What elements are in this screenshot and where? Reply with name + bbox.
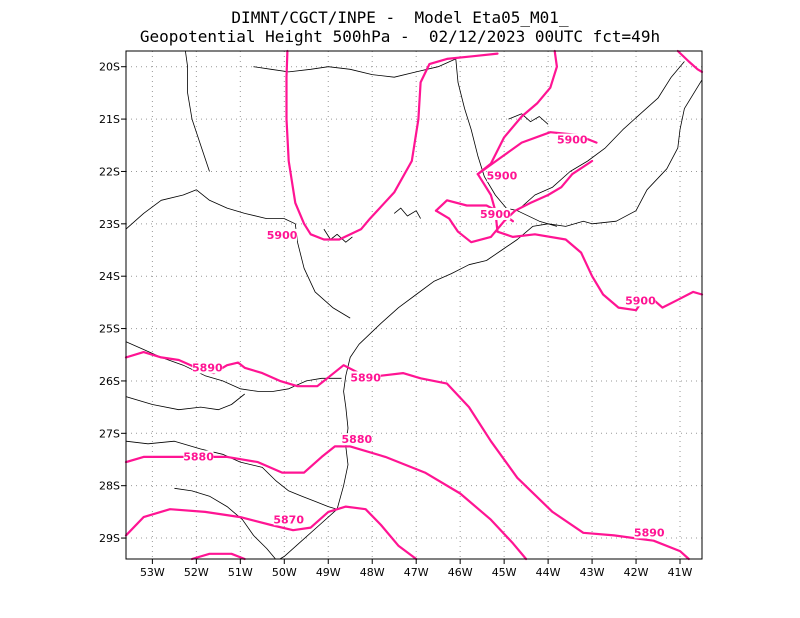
tick-label-lat: 29S (99, 532, 120, 545)
contour-label: 5890 (192, 361, 223, 374)
title-line-1: DIMNT/CGCT/INPE - Model Eta05_M01_ (231, 8, 569, 27)
contour-line (190, 552, 246, 561)
coastline-segment (125, 440, 338, 510)
contour-line (285, 49, 499, 241)
contour-label-bg (341, 433, 372, 446)
contour-line (476, 173, 704, 312)
tick-label-lat: 26S (99, 375, 120, 388)
coastline-segment (508, 113, 549, 125)
tick-label-lat: 28S (99, 480, 120, 493)
coastline-segment (517, 61, 685, 211)
tick-label-lon: 48W (360, 566, 385, 579)
contour-label: 5900 (267, 229, 298, 242)
tick-label-lon: 44W (536, 566, 561, 579)
contour-line (124, 505, 418, 561)
tick-label-lon: 53W (140, 566, 165, 579)
tick-label-lon: 52W (184, 566, 209, 579)
tick-label-lat: 22S (99, 165, 120, 178)
contour-label-bg (486, 169, 517, 182)
tick-label-lon: 51W (228, 566, 253, 579)
coastline-segment (323, 228, 353, 243)
tick-label-lat: 23S (99, 218, 120, 231)
title-line-2: Geopotential Height 500hPa - 02/12/2023 … (139, 27, 661, 46)
contour-label-bg (557, 133, 588, 146)
contour-label: 5880 (183, 450, 214, 463)
contour-label-bg (267, 228, 298, 241)
tick-label-lat: 25S (99, 323, 120, 336)
coastline-segment (253, 58, 456, 78)
tick-label-lon: 46W (448, 566, 473, 579)
tick-label-lat: 24S (99, 270, 120, 283)
coastline-segment (125, 189, 351, 319)
coastline-segment (393, 207, 421, 219)
contour-label: 5900 (487, 170, 518, 183)
contour-line (476, 49, 559, 176)
coastline-segment (279, 79, 703, 560)
tick-label-lon: 50W (272, 566, 297, 579)
contour-label-bg (480, 207, 511, 220)
contour-labels: 5900 5900 5900 5900 5900 5890 5890 5890 5880 5880… (183, 133, 665, 539)
map-frame (125, 50, 703, 560)
contour-label: 5900 (625, 294, 656, 307)
contour-label: 5900 (480, 208, 511, 221)
coastline-segment (185, 50, 210, 172)
tick-label-lat: 20S (99, 61, 120, 74)
coastline-segment (125, 341, 342, 392)
tick-label-lon: 41W (668, 566, 693, 579)
tick-label-lon: 49W (316, 566, 341, 579)
contour-label: 5870 (273, 513, 304, 526)
contour-label: 5890 (350, 371, 381, 384)
contour-label-bg (192, 361, 223, 374)
coastline-segment (517, 210, 558, 227)
contour-label: 5880 (342, 433, 373, 446)
contour-label-bg (625, 294, 656, 307)
contour-label: 5900 (557, 134, 588, 147)
coastline-segment (455, 58, 518, 212)
tick-label-lat: 21S (99, 113, 120, 126)
contour-lines (124, 49, 704, 561)
tick-label-lon: 45W (492, 566, 517, 579)
contour-label: 5890 (634, 526, 665, 539)
contour-line (676, 49, 704, 74)
tick-label-lat: 27S (99, 427, 120, 440)
contour-label-bg (634, 526, 665, 539)
contour-label-bg (273, 513, 304, 526)
contour-label-bg (350, 371, 381, 384)
grid-lines (126, 51, 702, 559)
coastline-segment (125, 393, 245, 411)
coastline-segment (174, 487, 276, 560)
tick-label-lon: 42W (624, 566, 649, 579)
tick-label-lon: 43W (580, 566, 605, 579)
contour-label-bg (183, 450, 214, 463)
tick-label-lon: 47W (404, 566, 429, 579)
axis-ticks: 53W 52W 51W 50W 49W 48W 47W 46W 45W 44W 43W 42W 41W 2… (99, 61, 693, 579)
